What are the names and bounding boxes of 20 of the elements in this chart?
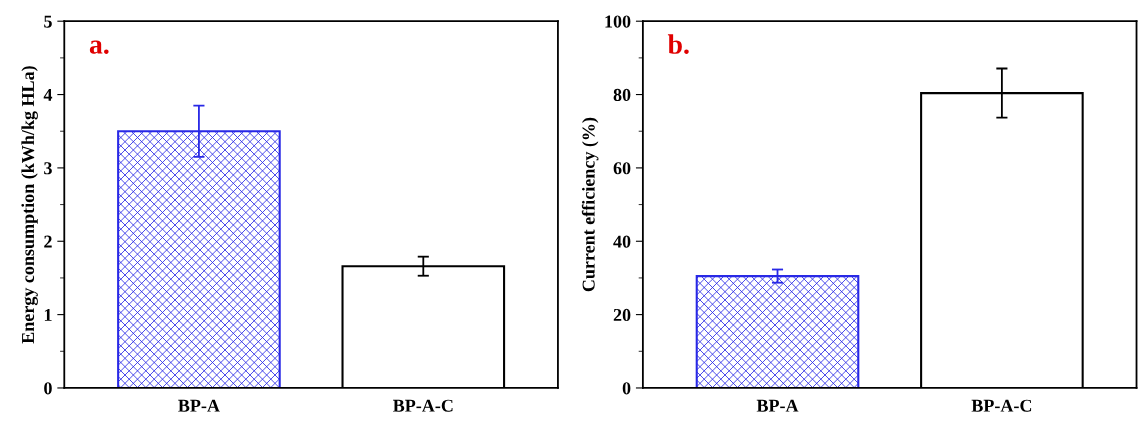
- y-axis-title: Current efficiency (%): [581, 117, 599, 292]
- y-tick-label: 20: [613, 308, 631, 322]
- y-tick-label: 1: [44, 308, 52, 321]
- annotation: a.: [89, 40, 109, 54]
- annotation: b.: [667, 34, 689, 54]
- x-tick-label: BP-A-C: [971, 399, 1032, 412]
- x-tick-label: BP-A: [756, 399, 799, 412]
- y-tick-label: 80: [613, 88, 631, 101]
- y-axis-title: Energy consumption (kWh/kg HLa): [21, 66, 38, 344]
- x-tick-label: BP-A-C: [393, 399, 453, 412]
- y-tick-label: 3: [44, 162, 52, 175]
- y-tick-label: 40: [613, 235, 631, 248]
- y-tick-label: 60: [613, 162, 631, 175]
- y-tick-label: 0: [622, 382, 631, 395]
- y-tick-label: 4: [43, 88, 53, 101]
- x-tick-label: BP-A: [178, 399, 220, 412]
- y-tick-label: 5: [44, 15, 52, 28]
- y-tick-label: 100: [605, 15, 631, 28]
- y-tick-label: 0: [44, 382, 52, 395]
- y-tick-label: 2: [44, 235, 52, 248]
